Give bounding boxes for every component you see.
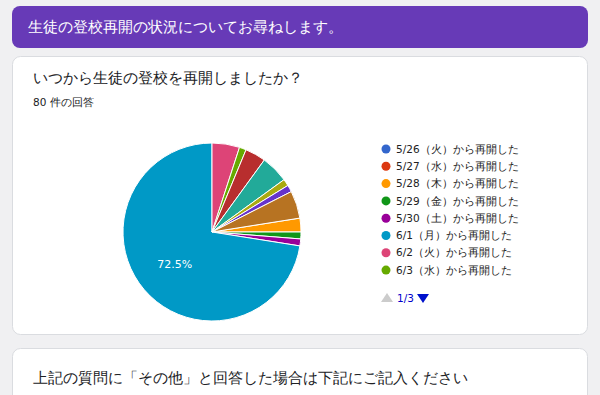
page: 生徒の登校再開の状況についてお尋ねします。いつから生徒の登校を再開しましたか？ 8… — [0, 0, 600, 395]
legend-item: 5/27（水）から再開した — [382, 160, 519, 172]
legend-next[interactable] — [417, 294, 429, 303]
legend-item: 5/28（木）から再開した — [382, 177, 519, 189]
pie-slice — [123, 143, 300, 321]
legend-label: 6/2（火）から再開した — [396, 246, 512, 258]
legend-swatch — [382, 214, 391, 223]
legend-item: 6/3（水）から再開した — [382, 264, 512, 276]
legend-swatch — [382, 248, 391, 257]
legend-prev[interactable] — [381, 293, 393, 302]
pie-slice — [212, 192, 300, 232]
header-card — [12, 6, 588, 48]
legend: 5/26（火）から再開した 5/27（水）から再開した 5/28（木）から再開した 5… — [381, 143, 519, 304]
legend-label: 5/27（水）から再開した — [396, 160, 519, 172]
legend-item: 5/29（金）から再開した — [382, 195, 519, 207]
question-text: 上記の質問に「その他」と回答した場合は下記にご記入ください — [33, 370, 468, 386]
chart-card — [13, 57, 588, 335]
pie: 72.5% — [123, 143, 301, 321]
legend-label: 5/30（土）から再開した — [396, 212, 519, 224]
legend-label: 5/28（木）から再開した — [396, 177, 519, 189]
data-label: 72.5% — [157, 258, 192, 271]
legend-swatch — [382, 179, 391, 188]
legend-page: 1/3 — [397, 292, 414, 304]
legend-swatch — [382, 162, 391, 171]
chart-subtitle: 80 件の回答 — [33, 96, 94, 108]
legend-item: 6/2（火）から再開した — [382, 246, 512, 258]
legend-label: 5/26（火）から再開した — [396, 143, 519, 155]
legend-item: 5/30（土）から再開した — [382, 212, 519, 224]
question-card — [13, 349, 588, 395]
header-text: 生徒の登校再開の状況についてお尋ねします。 — [28, 18, 343, 36]
legend-swatch — [382, 196, 391, 205]
legend-swatch — [382, 266, 391, 275]
legend-item: 5/26（火）から再開した — [382, 143, 519, 155]
legend-label: 6/3（水）から再開した — [396, 264, 512, 276]
legend-item: 6/1（月）から再開した — [382, 229, 512, 241]
legend-label: 6/1（月）から再開した — [396, 229, 512, 241]
legend-label: 5/29（金）から再開した — [396, 195, 519, 207]
chart-title: いつから生徒の登校を再開しましたか？ — [33, 70, 303, 86]
legend-swatch — [382, 145, 391, 154]
legend-swatch — [382, 231, 391, 240]
